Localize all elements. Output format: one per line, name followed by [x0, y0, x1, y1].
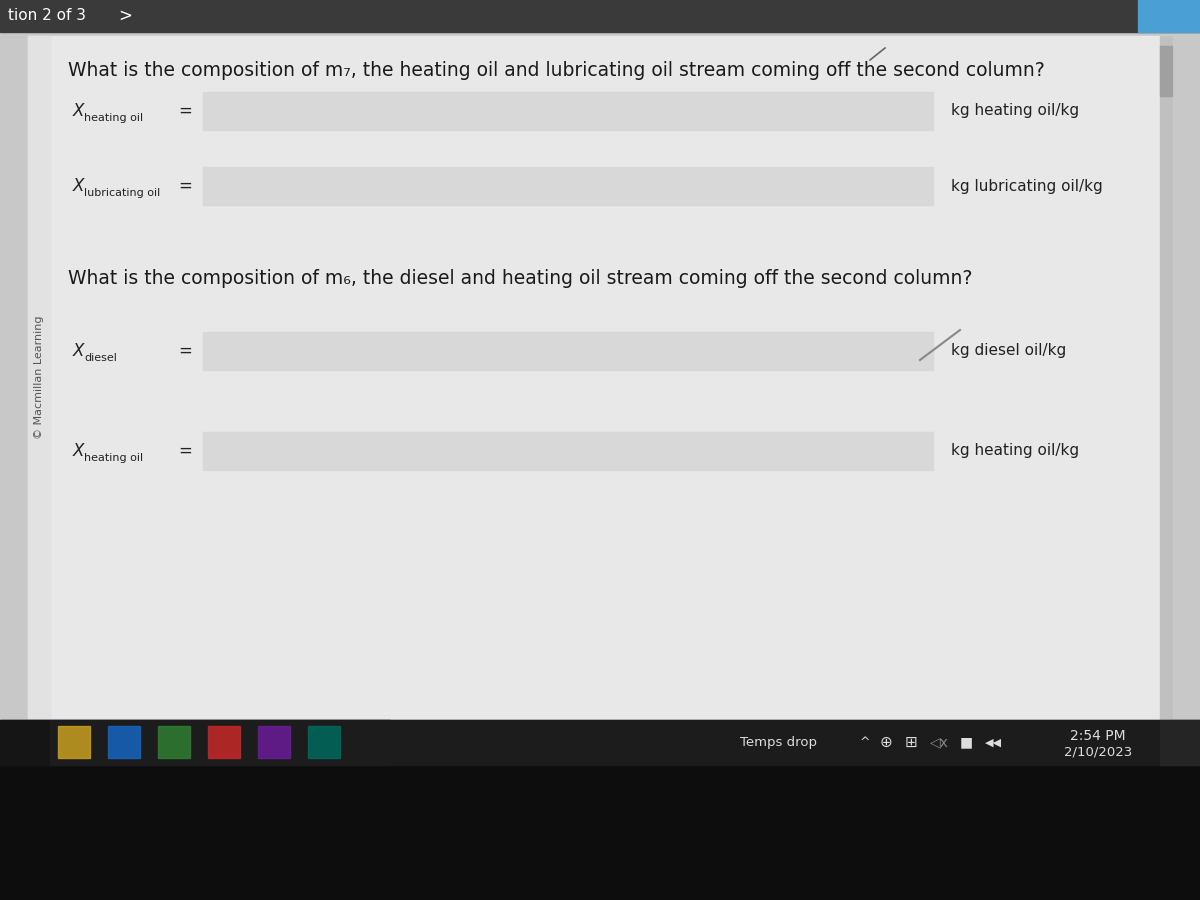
- Bar: [258, 726, 290, 758]
- Text: ◀◀: ◀◀: [985, 737, 1002, 748]
- Bar: [50, 720, 390, 765]
- Text: =: =: [178, 342, 192, 360]
- Text: =: =: [178, 177, 192, 195]
- Text: tion 2 of 3: tion 2 of 3: [8, 8, 86, 23]
- Text: ⊞: ⊞: [905, 735, 918, 750]
- Text: X: X: [73, 102, 84, 120]
- Bar: [28, 36, 1172, 718]
- Text: X: X: [73, 342, 84, 360]
- Text: X: X: [73, 442, 84, 460]
- Bar: [0, 765, 1200, 900]
- Bar: [0, 720, 1200, 765]
- Text: © Macmillan Learning: © Macmillan Learning: [34, 315, 44, 439]
- Bar: [1160, 46, 1172, 96]
- Text: >: >: [118, 7, 132, 25]
- Text: kg lubricating oil/kg: kg lubricating oil/kg: [952, 178, 1103, 194]
- Text: heating oil: heating oil: [84, 113, 143, 123]
- Text: kg heating oil/kg: kg heating oil/kg: [952, 104, 1079, 119]
- Bar: [1138, 0, 1200, 32]
- Text: kg heating oil/kg: kg heating oil/kg: [952, 444, 1079, 458]
- Bar: [203, 332, 934, 370]
- Text: What is the composition of m₆, the diesel and heating oil stream coming off the : What is the composition of m₆, the diese…: [68, 268, 972, 287]
- Bar: [0, 0, 1200, 32]
- Bar: [308, 726, 340, 758]
- Bar: [203, 167, 934, 205]
- Text: =: =: [178, 442, 192, 460]
- Bar: [58, 726, 90, 758]
- Text: kg diesel oil/kg: kg diesel oil/kg: [952, 344, 1067, 358]
- Bar: [0, 720, 50, 765]
- Bar: [208, 726, 240, 758]
- Text: ◁x: ◁x: [930, 735, 949, 750]
- Bar: [1160, 36, 1172, 718]
- Text: ⊕: ⊕: [880, 735, 893, 750]
- Text: lubricating oil: lubricating oil: [84, 188, 161, 198]
- Text: ■: ■: [960, 735, 973, 750]
- Bar: [0, 32, 1200, 720]
- Text: 2/10/2023: 2/10/2023: [1064, 746, 1132, 759]
- Text: Temps drop: Temps drop: [740, 736, 817, 749]
- Bar: [108, 726, 140, 758]
- Text: What is the composition of m₇, the heating oil and lubricating oil stream coming: What is the composition of m₇, the heati…: [68, 60, 1045, 79]
- Text: heating oil: heating oil: [84, 453, 143, 463]
- Bar: [203, 432, 934, 470]
- Bar: [1160, 720, 1200, 765]
- Bar: [203, 92, 934, 130]
- Text: X: X: [73, 177, 84, 195]
- Text: =: =: [178, 102, 192, 120]
- Text: ^: ^: [860, 736, 870, 749]
- Text: 2:54 PM: 2:54 PM: [1070, 729, 1126, 742]
- Text: diesel: diesel: [84, 353, 116, 363]
- Bar: [28, 36, 50, 718]
- Bar: [158, 726, 190, 758]
